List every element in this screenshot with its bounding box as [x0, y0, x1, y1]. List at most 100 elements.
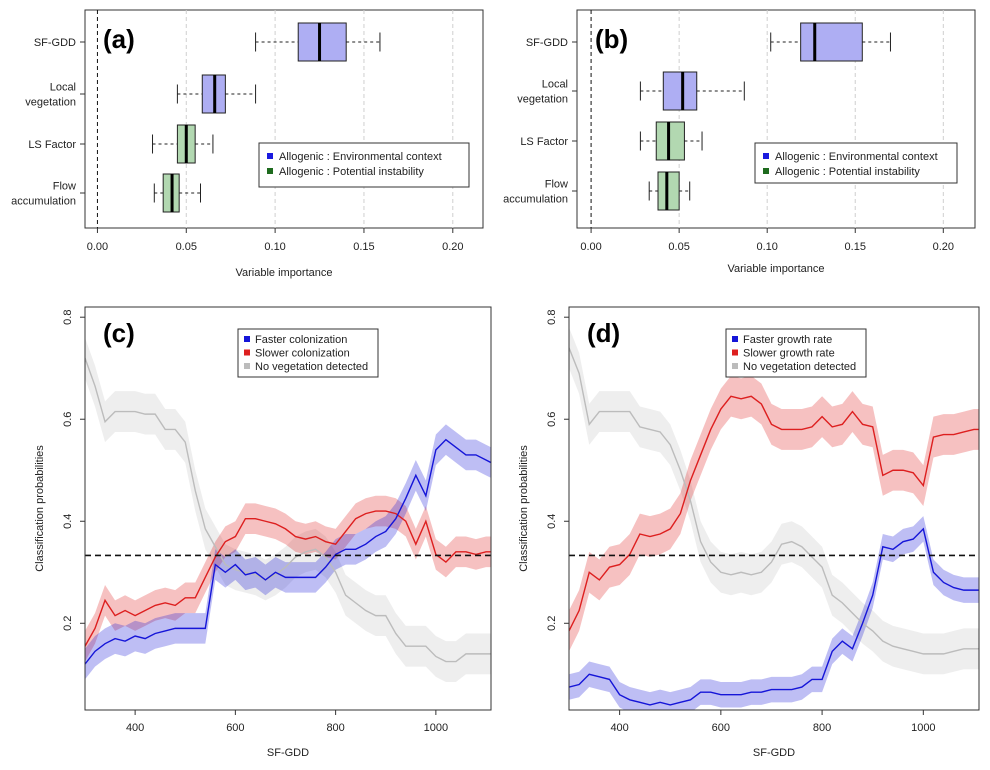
panel-label: (b) [595, 24, 628, 54]
legend-label: Allogenic : Environmental context [279, 151, 442, 163]
confidence-band-faster-growth-rate [569, 516, 979, 710]
x-tick-label: 1000 [424, 722, 448, 734]
series-line-no-vegetation-detected [569, 347, 979, 655]
plot-area [85, 337, 491, 682]
legend-label: No vegetation detected [255, 361, 368, 373]
category-label: Flow [545, 179, 568, 191]
box-flow-accumulation: Flow accumulation [503, 171, 691, 211]
legend-swatch [267, 153, 273, 159]
box-sf-gdd: SF-GDD [34, 22, 381, 62]
y-axis-label: Classification probabilities [518, 445, 530, 572]
legend-swatch [244, 363, 250, 369]
panel-label: (d) [587, 318, 620, 348]
series-line-slower-colonization [85, 510, 491, 647]
legend: Allogenic : Environmental context Allogen… [258, 142, 470, 188]
legend-swatch [267, 168, 273, 174]
series-line-no-vegetation-detected [85, 357, 491, 663]
box-body [800, 22, 863, 62]
legend-label: Slower growth rate [743, 348, 835, 360]
y-tick-label: 0.2 [546, 616, 558, 631]
category-label: accumulation [11, 196, 76, 208]
box-ls-factor: LS Factor [520, 121, 703, 161]
box-sf-gdd: SF-GDD [526, 22, 891, 62]
legend-label: Allogenic : Potential instability [279, 166, 424, 178]
x-tick-label: 0.05 [176, 241, 197, 253]
y-tick-label: 0.8 [546, 310, 558, 325]
x-tick-label: 0.15 [353, 241, 374, 253]
y-tick-label: 0.8 [62, 310, 74, 325]
legend-frame [258, 142, 470, 188]
category-label: Flow [53, 181, 76, 193]
x-tick-label: 0.00 [87, 241, 108, 253]
legend-label: No vegetation detected [743, 361, 856, 373]
x-tick-label: 800 [326, 722, 344, 734]
x-tick-label: 0.05 [668, 241, 689, 253]
series-line-faster-growth-rate [569, 527, 979, 706]
box-body [655, 121, 685, 161]
x-tick-label: 0.20 [442, 241, 463, 253]
x-tick-label: 600 [226, 722, 244, 734]
x-axis-label: Variable importance [727, 263, 824, 275]
panel-label: (a) [103, 24, 135, 54]
category-label: accumulation [503, 194, 568, 206]
plot-area [569, 327, 979, 710]
legend-frame [754, 142, 958, 184]
x-tick-label: 800 [813, 722, 831, 734]
legend-swatch [763, 153, 769, 159]
x-tick-label: 0.15 [845, 241, 866, 253]
box-ls-factor: LS Factor [28, 124, 214, 164]
x-axis-label: Variable importance [235, 267, 332, 279]
x-tick-label: 0.10 [264, 241, 285, 253]
legend-label: Allogenic : Environmental context [775, 151, 938, 163]
category-label: SF-GDD [526, 37, 568, 49]
y-tick-label: 0.6 [62, 412, 74, 427]
x-tick-label: 0.10 [756, 241, 777, 253]
confidence-band-faster-colonization [85, 424, 491, 680]
box-flow-accumulation: Flow accumulation [11, 173, 201, 213]
category-label: SF-GDD [34, 37, 76, 49]
x-tick-label: 400 [610, 722, 628, 734]
legend-label: Faster colonization [255, 334, 347, 346]
series-line-slower-growth-rate [569, 395, 979, 632]
confidence-band-slower-colonization [85, 495, 491, 662]
y-tick-label: 0.4 [62, 514, 74, 529]
box-body [662, 71, 698, 111]
box-body [297, 22, 347, 62]
category-label: Local [50, 82, 76, 94]
x-tick-label: 0.00 [580, 241, 601, 253]
box-body [657, 171, 680, 211]
legend-label: Slower colonization [255, 348, 350, 360]
panel-label: (c) [103, 318, 135, 348]
panel-c: 400 600 800 1000 0.2 0.4 0.6 0.8 SF-GDD Classific… [34, 306, 492, 759]
legend-swatch [763, 168, 769, 174]
legend-swatch [244, 336, 250, 342]
legend-swatch [732, 349, 738, 356]
x-axis-label: SF-GDD [753, 747, 795, 759]
plot-frame [568, 306, 980, 711]
x-tick-label: 1000 [911, 722, 935, 734]
plot-frame [84, 9, 484, 229]
panel-b: 0.00 0.05 0.10 0.15 0.20 Variable importance (… [503, 9, 976, 275]
y-tick-label: 0.4 [546, 514, 558, 529]
plot-frame [84, 306, 492, 711]
x-axis-label: SF-GDD [267, 747, 309, 759]
x-tick-label: 0.20 [933, 241, 954, 253]
category-label: LS Factor [520, 136, 568, 148]
series-line-faster-colonization [85, 438, 491, 665]
legend-label: Allogenic : Potential instability [775, 166, 920, 178]
x-tick-label: 400 [126, 722, 144, 734]
legend-label: Faster growth rate [743, 334, 832, 346]
category-label: Local [542, 79, 568, 91]
legend-frame [237, 328, 379, 378]
box-local-vegetation: Local vegetation [517, 71, 745, 111]
legend-swatch [732, 363, 738, 369]
panel-a: 0.00 0.05 0.10 0.15 0.20 Variable importance (… [11, 9, 484, 279]
category-label: vegetation [25, 97, 76, 109]
legend: Faster colonization Slower colonizationNo… [237, 328, 379, 378]
y-tick-label: 0.6 [546, 412, 558, 427]
category-label: vegetation [517, 94, 568, 106]
legend: Allogenic : Environmental context Allogen… [754, 142, 958, 184]
panel-d: 400 600 800 1000 0.2 0.4 0.6 0.8 SF-GDD Classific… [518, 306, 980, 759]
